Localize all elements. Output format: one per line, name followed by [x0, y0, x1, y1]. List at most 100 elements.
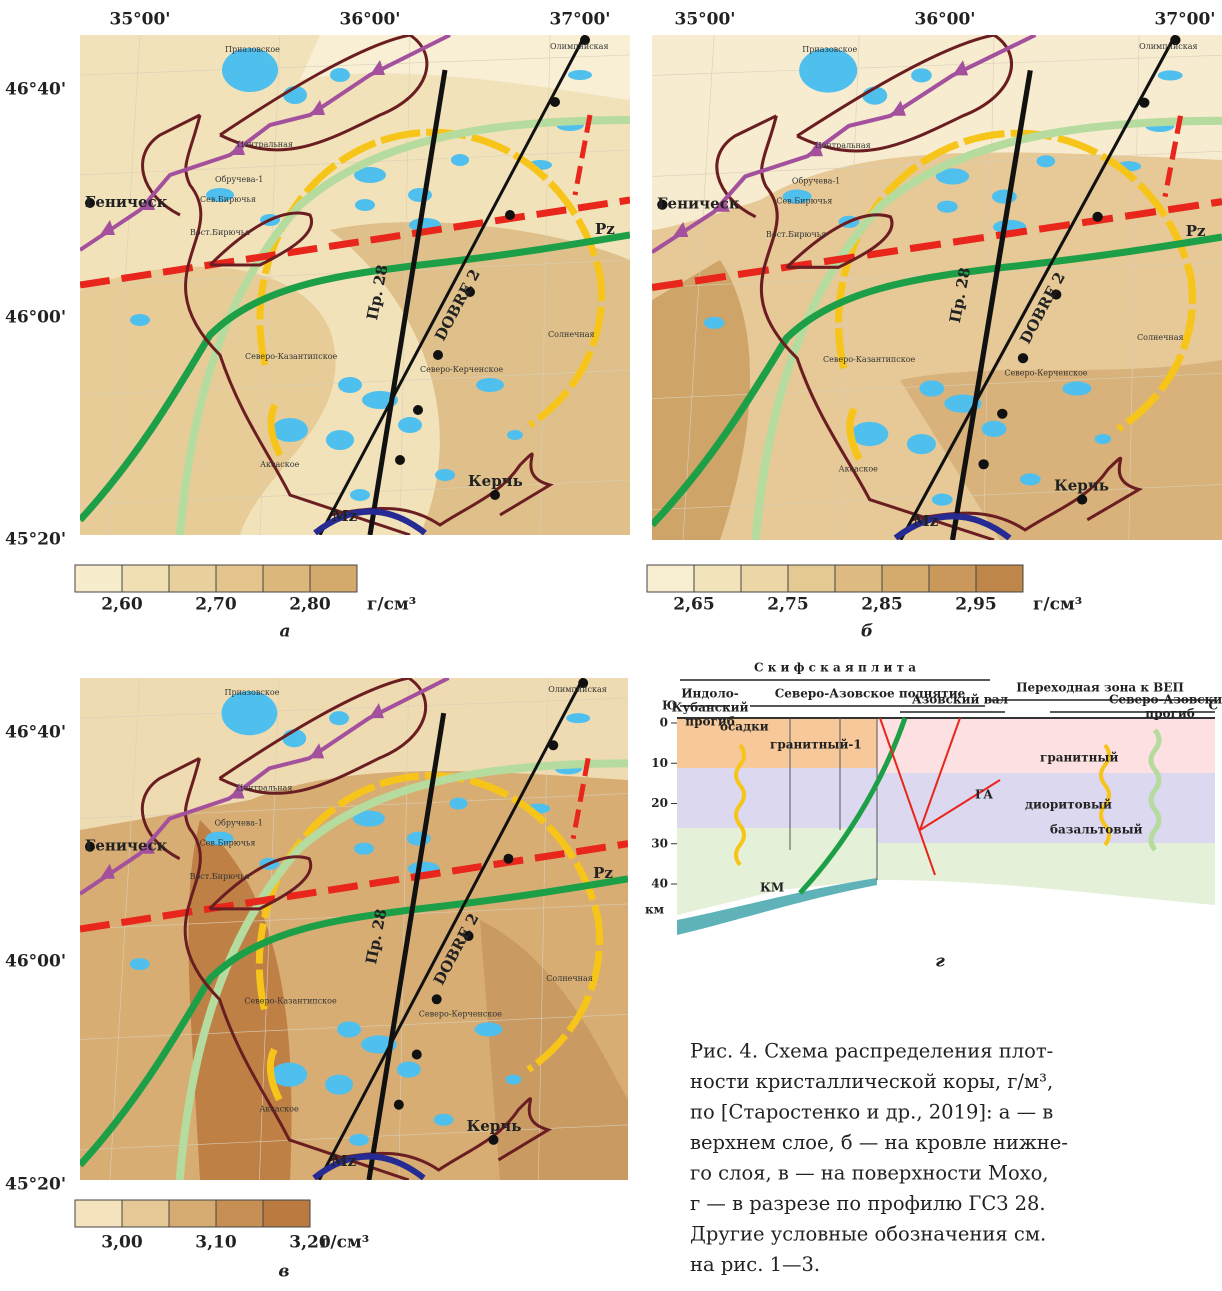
place-label: Pz	[593, 864, 613, 882]
panel-a	[80, 35, 630, 535]
place-label: Центральная	[237, 140, 293, 149]
latitude-label: 46°40'	[5, 80, 66, 100]
panel-letter: г	[935, 952, 945, 972]
legend-swatch	[263, 1200, 310, 1227]
place-label: Mz	[913, 512, 939, 530]
place-label: Вост.Бирючья	[190, 872, 250, 881]
depth-tick-label: 40	[651, 877, 668, 891]
place-label: Аксаское	[259, 1105, 299, 1114]
legend-unit: г/см³	[367, 595, 416, 615]
place-label: Обручева-1	[215, 819, 263, 828]
legend-tick-label: 2,80	[289, 595, 331, 615]
place-label: Приазовское	[225, 45, 280, 54]
depth-tick-label: 0	[660, 716, 668, 730]
depth-tick-label: 10	[651, 756, 668, 770]
end-label: Ю	[662, 699, 677, 713]
legend-swatch	[169, 1200, 216, 1227]
place-label: Северо-Керченское	[420, 365, 503, 374]
caption-line: ности кристаллической коры, г/м³,	[690, 1070, 1053, 1093]
place-label: Северо-Казантипское	[245, 352, 338, 361]
depth-unit: км	[645, 903, 665, 917]
legend-swatch	[216, 565, 263, 592]
place-label: Pz	[1186, 222, 1206, 240]
legend-swatch	[929, 565, 976, 592]
latitude-label: 46°40'	[5, 723, 66, 743]
panel-v	[80, 678, 628, 1180]
caption: Рис. 4. Схема распределения плот-ности к…	[690, 1040, 1068, 1277]
zone-label: Кубанский	[672, 701, 749, 715]
place-label: Обручева-1	[215, 175, 263, 184]
end-label: С	[1208, 699, 1218, 713]
depth-tick-label: 20	[651, 796, 668, 810]
page: Рис. 4 {"panels":[ {"letter":"а","lon_la…	[0, 0, 1222, 1291]
place-label: Аксаское	[839, 464, 879, 473]
longitude-label: 35°00'	[109, 10, 170, 30]
place-label: Геническ	[85, 837, 168, 855]
place-label: Вост.Бирючья	[190, 228, 250, 237]
zone-label: Индоло-	[681, 687, 739, 701]
depth-tick-label: 30	[651, 836, 668, 850]
place-label: Центральная	[815, 141, 871, 150]
legend-tick-label: 2,65	[673, 595, 714, 615]
legend-tick-label: 3,10	[195, 1233, 237, 1253]
layer-fill	[877, 718, 1215, 773]
section-panel	[677, 680, 1215, 935]
caption-line: Другие условные обозначения см.	[690, 1223, 1046, 1246]
zone-label: С к и ф с к а я п л и т а	[754, 661, 916, 675]
place-label: Приазовское	[802, 45, 857, 54]
legend-swatch	[835, 565, 882, 592]
panel-letter: а	[279, 622, 290, 642]
place-label: Mz	[331, 1152, 357, 1170]
latitude-label: 46°00'	[5, 308, 66, 328]
caption-line: г — в разрезе по профилю ГСЗ 28.	[690, 1192, 1046, 1215]
caption-line: Рис. 4. Схема распределения плот-	[690, 1040, 1053, 1063]
panel-letter: б	[861, 622, 873, 642]
place-label: Северо-Казантипское	[244, 996, 337, 1005]
place-label: Приазовское	[224, 688, 279, 697]
place-label: Керчь	[467, 1117, 522, 1135]
legend-tick-label: 2,75	[767, 595, 808, 615]
legend-swatch	[310, 565, 357, 592]
caption-line: по [Старостенко и др., 2019]: а — в	[690, 1101, 1053, 1124]
place-label: Mz	[332, 507, 358, 525]
legend-swatch	[122, 1200, 169, 1227]
place-label: Олимпийская	[1139, 42, 1198, 51]
place-label: Северо-Керченское	[1004, 368, 1087, 377]
body: Рис. 4. Схема распределения плот-ности к…	[0, 0, 1222, 1291]
layer-fill	[677, 768, 877, 828]
legend-swatch	[976, 565, 1023, 592]
place-label: Северо-Керченское	[419, 1009, 502, 1018]
place-label: Сев.Бирючья	[200, 195, 256, 204]
legend-swatch	[694, 565, 741, 592]
place-label: Керчь	[1054, 476, 1109, 494]
place-label: Сев.Бирючья	[776, 197, 832, 206]
longitude-label: 36°00'	[914, 10, 975, 30]
layer-label: гранитный	[1040, 751, 1118, 765]
caption-line: верхнем слое, б — на кровле нижне-	[690, 1131, 1068, 1154]
legend-unit: г/см³	[1033, 595, 1082, 615]
legend-unit: г/см³	[320, 1233, 369, 1253]
longitude-label: 37°00'	[1154, 10, 1215, 30]
layer-label: ГА	[975, 788, 993, 802]
zone-label: Азовский вал	[912, 693, 1009, 707]
latitude-label: 46°00'	[5, 952, 66, 972]
place-label: Вост.Бирючья	[766, 230, 826, 239]
place-label: Pz	[595, 220, 615, 238]
caption-line: го слоя, в — на поверхности Мохо,	[690, 1162, 1049, 1185]
layer-label: осадки	[720, 720, 769, 734]
legend-swatch	[75, 1200, 122, 1227]
place-label: Обручева-1	[792, 176, 840, 185]
layer-label: гранитный-1	[770, 738, 862, 752]
place-label: Олимпийская	[548, 685, 607, 694]
place-label: Олимпийская	[550, 42, 609, 51]
caption-line: на рис. 1—3.	[690, 1253, 820, 1276]
place-label: Аксаское	[260, 460, 300, 469]
legend-swatch	[647, 565, 694, 592]
longitude-label: 35°00'	[674, 10, 735, 30]
legend-swatch	[122, 565, 169, 592]
place-label: Солнечная	[1137, 333, 1184, 342]
layer-label: КМ	[760, 881, 784, 895]
figure: Рис. 4. Схема распределения плот-ности к…	[0, 0, 1222, 1291]
latitude-label: 45°20'	[5, 530, 66, 550]
zone-label: прогиб	[1145, 707, 1194, 721]
